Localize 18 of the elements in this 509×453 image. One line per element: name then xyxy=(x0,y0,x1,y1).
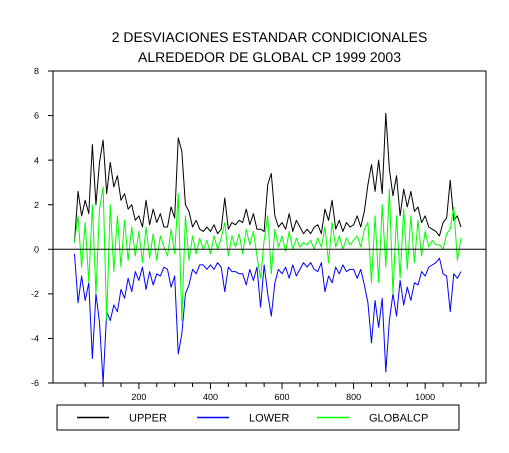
y-tick-label: 4 xyxy=(34,155,39,166)
legend-label: LOWER xyxy=(249,412,290,424)
legend-label: UPPER xyxy=(129,412,167,424)
x-tick-label: 800 xyxy=(346,392,362,402)
y-tick-label: 0 xyxy=(34,244,39,254)
y-tick-label: -4 xyxy=(30,334,39,344)
y-tick-label: 2 xyxy=(34,200,39,210)
legend-label: GLOBALCP xyxy=(369,412,428,424)
y-tick-label: 8 xyxy=(34,66,39,76)
y-tick-label: -6 xyxy=(30,378,39,388)
x-tick-label: 200 xyxy=(131,392,146,402)
chart-subtitle: ALREDEDOR DE GLOBAL CP 1999 2003 xyxy=(138,49,402,65)
x-tick-label: 600 xyxy=(274,392,290,402)
y-tick-label: -2 xyxy=(30,289,39,300)
y-tick-label: 6 xyxy=(34,110,39,121)
x-tick-label: 400 xyxy=(202,392,218,402)
x-tick-label: 1000 xyxy=(415,392,436,402)
chart-title: 2 DESVIACIONES ESTANDAR CONDICIONALES xyxy=(112,29,428,45)
